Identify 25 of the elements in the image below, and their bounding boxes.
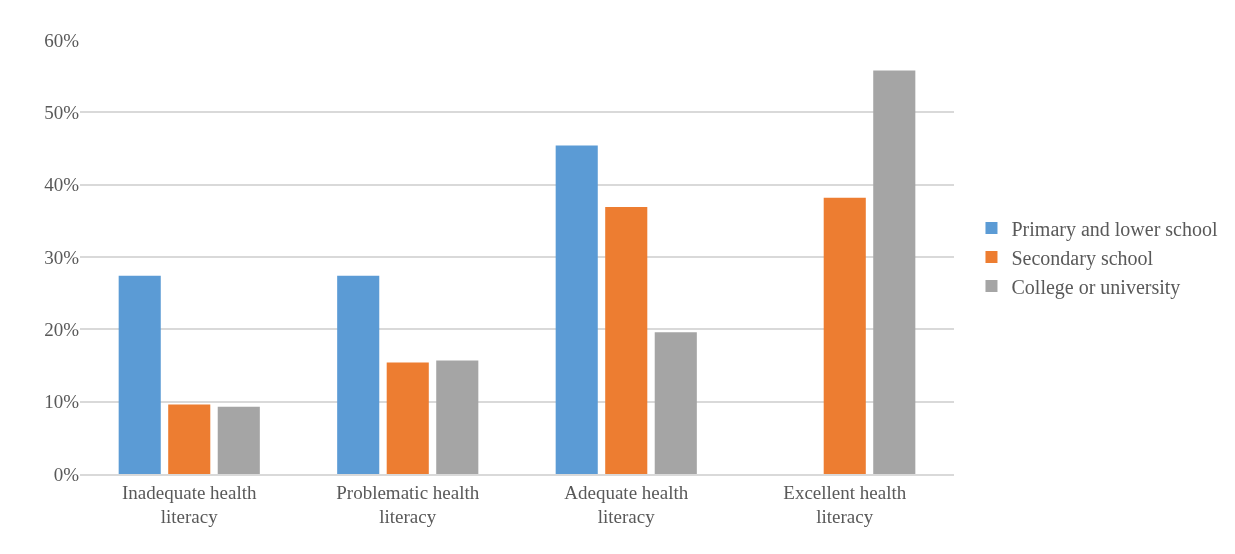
y-tick-label: 60%	[44, 29, 80, 51]
bar	[217, 406, 260, 474]
bar	[654, 332, 697, 474]
legend-label: College or university	[1011, 275, 1181, 299]
bar	[118, 275, 161, 474]
bar	[386, 362, 429, 474]
bar	[823, 197, 866, 474]
bar	[555, 145, 598, 474]
legend-label: Secondary school	[1011, 246, 1154, 270]
x-tick-label: Problematic health literacy	[336, 481, 480, 528]
y-tick-label: 10%	[44, 391, 80, 413]
legend-label: Primary and lower school	[1011, 217, 1218, 241]
bar	[605, 207, 648, 474]
y-tick-label: 20%	[44, 318, 80, 340]
bar	[337, 275, 380, 474]
bar	[168, 404, 211, 474]
y-tick-label: 40%	[44, 174, 80, 196]
bar	[436, 360, 479, 474]
y-tick-label: 30%	[44, 246, 80, 268]
y-tick-label: 50%	[44, 101, 80, 123]
bar	[873, 70, 916, 474]
x-tick-label: Excellent health literacy	[783, 481, 907, 528]
y-tick-label: 0%	[53, 463, 80, 485]
x-tick-label: Inadequate health literacy	[121, 481, 257, 528]
x-tick-label: Adequate health literacy	[564, 481, 689, 528]
